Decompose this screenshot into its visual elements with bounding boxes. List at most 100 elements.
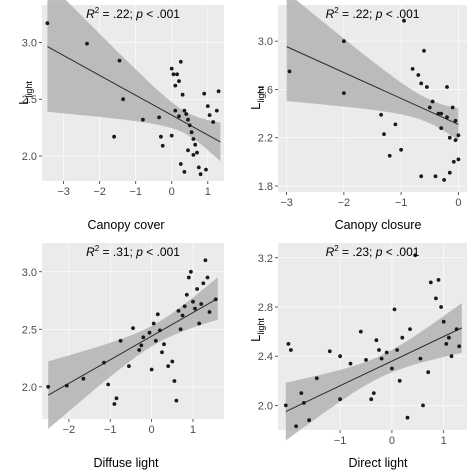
data-point [172, 379, 177, 383]
data-point [289, 348, 293, 352]
data-point [180, 92, 185, 97]
data-point [193, 306, 197, 311]
data-point [358, 329, 363, 334]
data-point [447, 135, 452, 140]
data-point [121, 97, 125, 102]
data-point [393, 122, 398, 127]
data-point [379, 112, 383, 117]
data-point [422, 48, 426, 53]
data-point [166, 364, 171, 368]
data-point [173, 108, 178, 113]
data-point [207, 113, 212, 117]
data-point [207, 310, 212, 314]
x-tick-label: 0 [149, 424, 155, 436]
fit-statistics-annotation: R2 = .22; p < .001 [326, 6, 420, 21]
data-point [451, 159, 456, 164]
regression-line [47, 298, 219, 396]
data-point [193, 142, 198, 147]
fit-statistics-annotation: R2 = .23; p < .001 [326, 244, 420, 259]
data-point [342, 39, 346, 44]
regression-line [286, 46, 459, 125]
data-point [118, 338, 123, 343]
data-point [141, 335, 146, 340]
data-point [195, 150, 199, 155]
data-point [114, 396, 119, 401]
data-point [287, 69, 292, 74]
data-point [392, 307, 397, 312]
data-point [214, 108, 219, 113]
data-point [390, 366, 394, 371]
data-point [213, 297, 218, 302]
data-point [203, 258, 208, 263]
data-point [131, 326, 135, 330]
data-point [453, 118, 458, 123]
y-axis-title: Llight [248, 86, 266, 110]
data-point [178, 327, 183, 332]
data-point [205, 104, 210, 108]
data-point [184, 292, 189, 297]
data-point [413, 253, 418, 258]
data-point [153, 338, 158, 343]
confidence-band [48, 277, 218, 429]
data-point [126, 364, 131, 368]
data-point [191, 153, 196, 157]
fit-statistics-annotation: R2 = .22; p < .001 [86, 6, 180, 21]
data-point [457, 344, 462, 349]
y-tick-label: 2.0 [22, 382, 37, 394]
x-tick-label: 1 [190, 424, 196, 436]
data-point [430, 99, 435, 104]
data-point [171, 72, 176, 77]
data-point [182, 304, 187, 309]
y-tick-label: 2.4 [258, 351, 273, 363]
x-tick-label: −2 [63, 424, 76, 436]
data-point [439, 111, 444, 116]
data-point [382, 132, 386, 137]
data-point [364, 358, 368, 362]
data-point [400, 335, 405, 340]
data-point [299, 391, 304, 395]
data-point [201, 281, 206, 286]
x-axis-title: Direct light [348, 456, 408, 470]
data-point [387, 153, 392, 158]
data-point [408, 327, 412, 331]
data-point [151, 321, 156, 326]
data-point [178, 162, 183, 166]
data-point [436, 278, 441, 282]
data-point [216, 89, 221, 94]
data-point [189, 130, 194, 135]
data-point [450, 105, 455, 110]
x-tick-label: −3 [57, 186, 70, 198]
y-tick-label: 2.5 [22, 324, 37, 336]
data-point [419, 81, 424, 86]
data-point [307, 418, 311, 423]
data-point [186, 148, 190, 153]
fit-statistics-annotation: R2 = .31; p < .001 [86, 244, 180, 259]
data-point [187, 123, 192, 128]
y-tick-label: 2.6 [258, 84, 273, 96]
x-axis-title: Diffuse light [93, 456, 159, 470]
data-point [177, 79, 181, 83]
y-tick-label: 2.0 [22, 151, 37, 163]
data-point [447, 335, 451, 340]
y-tick-label: 2.2 [258, 133, 273, 145]
x-tick-label: −1 [129, 186, 142, 198]
data-point [174, 398, 179, 403]
data-point [374, 338, 379, 343]
data-point [434, 296, 438, 301]
data-point [444, 342, 449, 346]
data-point [173, 83, 178, 88]
data-point [180, 313, 185, 318]
data-point [439, 126, 444, 130]
x-tick-label: 1 [205, 186, 211, 198]
data-point [447, 170, 452, 175]
data-point [302, 401, 306, 405]
data-point [139, 343, 144, 348]
data-point [454, 327, 459, 331]
data-point [170, 359, 175, 364]
y-tick-label: 2.0 [258, 400, 273, 412]
data-point [441, 319, 446, 324]
confidence-band [47, 0, 221, 162]
data-point [177, 114, 181, 119]
y-tick-label: 3.0 [22, 37, 37, 49]
